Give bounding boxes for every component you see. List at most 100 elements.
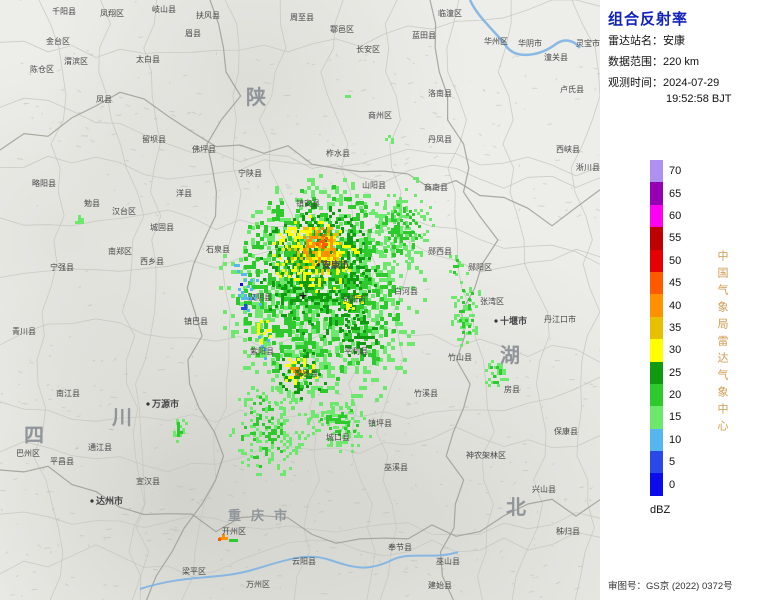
svg-text:城口县: 城口县 <box>326 433 350 442</box>
legend-row: 50 <box>650 249 682 272</box>
svg-text:云阳县: 云阳县 <box>292 557 316 566</box>
svg-text:渭滨区: 渭滨区 <box>64 56 88 66</box>
svg-text:十堰市: 十堰市 <box>500 315 527 326</box>
svg-text:西峡县: 西峡县 <box>556 144 580 154</box>
range-value: 220 km <box>663 56 700 69</box>
terrain-texture <box>0 0 600 600</box>
legend-swatch <box>650 249 663 272</box>
svg-text:南郑区: 南郑区 <box>108 246 132 256</box>
legend-row: 70 <box>650 160 682 183</box>
legend-value: 45 <box>669 277 682 290</box>
legend-row: 55 <box>650 227 681 250</box>
svg-text:留坝县: 留坝县 <box>142 134 166 144</box>
obs-time-date: 2024-07-29 <box>663 77 720 90</box>
svg-text:岚皋县: 岚皋县 <box>294 368 318 378</box>
svg-text:千阳县: 千阳县 <box>52 6 76 16</box>
svg-text:宁强县: 宁强县 <box>50 262 74 272</box>
legend-value: 10 <box>669 433 682 446</box>
range-label: 数据范围： <box>608 56 663 69</box>
legend-value: 15 <box>669 411 682 424</box>
legend-row: 10 <box>650 428 682 452</box>
svg-text:达州市: 达州市 <box>96 495 123 506</box>
svg-text:商南县: 商南县 <box>424 182 448 192</box>
legend-swatch <box>650 339 663 362</box>
svg-text:张湾区: 张湾区 <box>480 296 504 306</box>
legend-swatch <box>650 451 663 474</box>
obs-time-row: 观测时间：2024-07-29 <box>600 71 757 92</box>
svg-text:太白县: 太白县 <box>136 54 160 64</box>
legend-value: 35 <box>669 321 682 334</box>
svg-text:凤翔区: 凤翔区 <box>100 8 124 18</box>
legend-row: 25 <box>650 361 682 384</box>
radar-map: 陕四 川 湖北重庆市 千阳县 凤翔区 岐山县 扶风县 眉县 周至县 鄠邑区 长安区 蓝田县 临潼区 华州区… <box>0 0 600 600</box>
svg-text:巫山县: 巫山县 <box>436 556 460 566</box>
svg-text:城固县: 城固县 <box>150 223 174 232</box>
svg-text:汉阴县: 汉阴县 <box>248 293 272 302</box>
legend-row: 15 <box>650 406 682 429</box>
legend-value: 50 <box>669 254 682 267</box>
svg-text:镇坪县: 镇坪县 <box>368 418 392 428</box>
station-row: 雷达站名：安康 <box>600 29 757 50</box>
svg-text:汉台区: 汉台区 <box>112 206 136 216</box>
svg-text:宁陕县: 宁陕县 <box>238 168 262 178</box>
svg-text:紫阳县: 紫阳县 <box>250 347 274 356</box>
svg-text:通江县: 通江县 <box>88 442 112 452</box>
svg-text:临潼区: 临潼区 <box>438 8 462 18</box>
svg-text:竹山县: 竹山县 <box>448 352 472 362</box>
svg-text:万州区: 万州区 <box>246 580 270 589</box>
legend-row: 0 <box>650 473 681 496</box>
svg-text:鄠邑区: 鄠邑区 <box>330 24 354 34</box>
svg-text:四: 四 <box>24 425 44 447</box>
svg-text:建始县: 建始县 <box>428 580 452 590</box>
svg-text:郧西县: 郧西县 <box>428 247 452 256</box>
legend-value: 65 <box>669 187 682 200</box>
dbz-unit-label: dBZ <box>650 503 671 516</box>
svg-text:平利县: 平利县 <box>344 346 368 356</box>
svg-text:+: + <box>299 288 307 303</box>
svg-text:郧阳区: 郧阳区 <box>468 263 492 272</box>
legend-row: 35 <box>650 316 682 340</box>
svg-text:万源市: 万源市 <box>151 398 179 409</box>
legend-row: 20 <box>650 383 682 407</box>
radar-site-marker: + <box>299 288 307 303</box>
svg-text:商州区: 商州区 <box>368 110 392 120</box>
svg-text:陕: 陕 <box>246 85 266 109</box>
legend-value: 70 <box>669 165 682 178</box>
svg-text:保康县: 保康县 <box>554 426 578 436</box>
svg-text:勉县: 勉县 <box>84 198 100 208</box>
product-title: 组合反射率 <box>608 11 689 28</box>
svg-text:川: 川 <box>111 407 132 429</box>
legend-value: 0 <box>669 478 676 491</box>
svg-text:岐山县: 岐山县 <box>152 4 176 14</box>
legend-row: 45 <box>650 271 682 295</box>
station-value: 安康 <box>663 35 685 47</box>
svg-text:平昌县: 平昌县 <box>50 457 74 466</box>
legend-swatch <box>650 204 663 228</box>
svg-text:丹凤县: 丹凤县 <box>428 135 452 144</box>
legend-value: 20 <box>669 389 682 402</box>
legend-value: 25 <box>669 366 682 379</box>
svg-text:北: 北 <box>506 496 526 519</box>
legend-swatch <box>650 227 663 250</box>
svg-text:周至县: 周至县 <box>290 13 314 22</box>
svg-text:华州区: 华州区 <box>484 36 508 46</box>
svg-text:南江县: 南江县 <box>56 388 80 398</box>
watermark-text: 中国气象局雷达气象中心 <box>716 250 728 437</box>
svg-text:青川县: 青川县 <box>12 326 36 336</box>
svg-text:房县: 房县 <box>504 384 520 394</box>
svg-text:蓝田县: 蓝田县 <box>412 30 436 40</box>
svg-text:重庆市: 重庆市 <box>228 508 297 523</box>
legend-value: 30 <box>669 344 682 357</box>
svg-text:陈仓区: 陈仓区 <box>30 64 54 74</box>
legend-swatch <box>650 473 663 496</box>
svg-text:镇安县: 镇安县 <box>296 198 320 208</box>
legend-swatch <box>650 160 663 183</box>
svg-text:梁平区: 梁平区 <box>182 567 206 576</box>
svg-text:石泉县: 石泉县 <box>206 244 230 254</box>
svg-text:华阴市: 华阴市 <box>518 38 542 48</box>
legend-swatch <box>650 316 663 340</box>
svg-text:湖: 湖 <box>500 344 520 367</box>
